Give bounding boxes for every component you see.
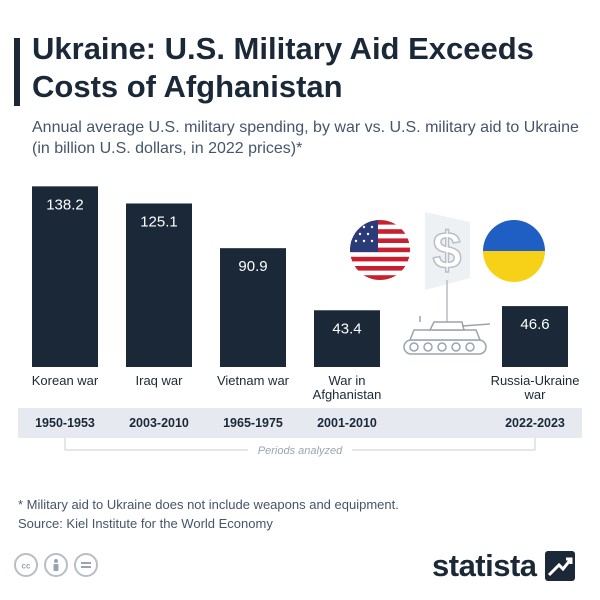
bar (126, 203, 192, 367)
period-band (18, 408, 582, 438)
periods-caption: Periods analyzed (258, 445, 343, 457)
attribution-icon[interactable] (44, 553, 68, 577)
svg-text:$: $ (433, 222, 462, 280)
footnote: * Military aid to Ukraine does not inclu… (18, 497, 399, 512)
bar (32, 186, 98, 367)
brand-name: statista (432, 548, 537, 583)
ukraine-flag-icon (483, 220, 545, 282)
statista-logo-icon (544, 551, 575, 581)
period-label: 2022-2023 (505, 416, 565, 430)
statista-logo[interactable]: statista (432, 548, 575, 584)
tank-icon (403, 280, 491, 355)
period-label: 1950-1953 (35, 416, 95, 430)
period-label: 2001-2010 (317, 416, 377, 430)
bar-value-label: 90.9 (238, 258, 267, 275)
bar-value-label: 125.1 (140, 213, 178, 230)
license-icons: cc (14, 553, 98, 577)
bar (220, 248, 286, 367)
page-subtitle: Annual average U.S. military spending, b… (32, 119, 579, 157)
category-label: Vietnam war (217, 373, 290, 388)
bar (502, 306, 568, 367)
category-label: Iraq war (136, 373, 184, 388)
category-label: Russia-Ukraine war (491, 373, 580, 402)
period-label: 1965-1975 (223, 416, 283, 430)
bar-value-label: 138.2 (46, 196, 84, 213)
period-label: 2003-2010 (129, 416, 189, 430)
page-title: Ukraine: U.S. Military Aid Exceeds Costs… (32, 31, 534, 104)
category-label: Korean war (32, 373, 99, 388)
no-derivatives-icon[interactable] (74, 553, 98, 577)
title-accent-bar (14, 38, 20, 106)
category-label: War in Afghanistan (313, 373, 382, 402)
bar-value-label: 43.4 (332, 320, 361, 337)
us-flag-icon (350, 220, 410, 280)
cc-license-icon[interactable]: cc (14, 553, 38, 577)
svg-text:cc: cc (22, 562, 31, 571)
dollar-sign-icon: $ (425, 212, 470, 290)
source-note: Source: Kiel Institute for the World Eco… (18, 516, 273, 531)
bar (314, 310, 380, 367)
bar-value-label: 46.6 (520, 316, 549, 333)
